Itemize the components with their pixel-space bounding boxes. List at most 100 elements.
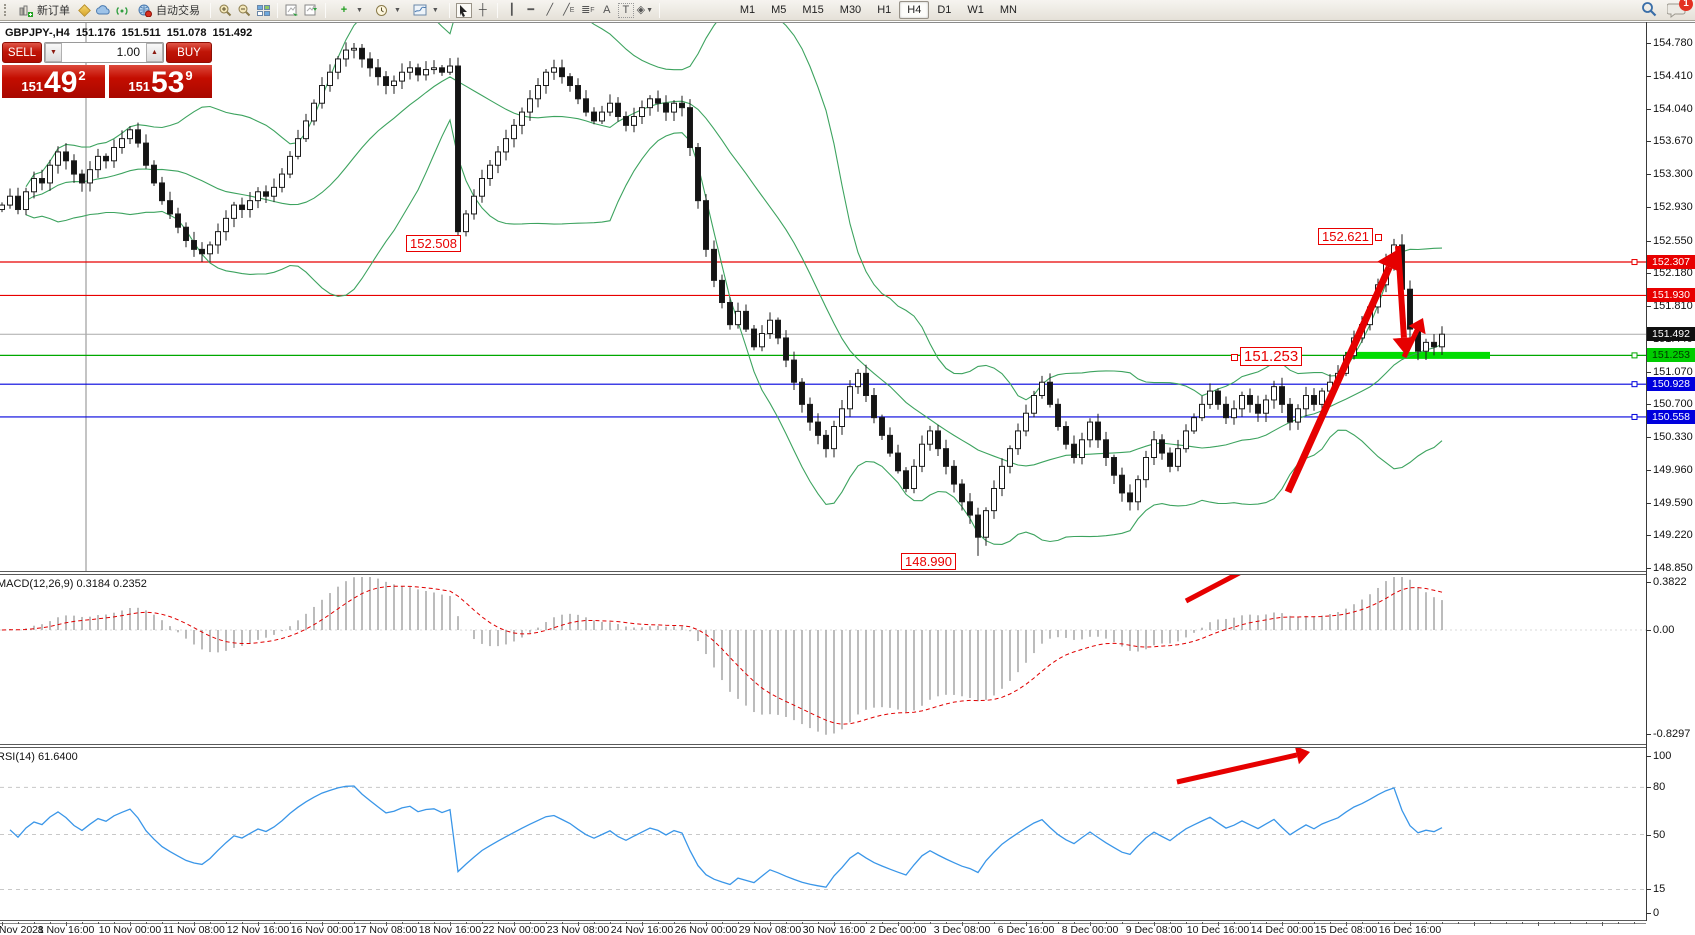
auto-scroll-icon[interactable] (284, 3, 300, 18)
new-order-button[interactable]: 新订单 (14, 1, 74, 19)
price-tick (1646, 437, 1651, 439)
sell-price-display[interactable]: 151 49 2 (2, 65, 105, 98)
volume-increase-button[interactable]: ▲ (146, 43, 163, 62)
time-axis-label: 3 Dec 08:00 (933, 924, 991, 935)
chart-template-button[interactable]: ▼ (408, 2, 443, 19)
time-axis-label: 26 Nov 00:00 (674, 924, 738, 935)
trend-arrow-up-small[interactable] (1401, 329, 1420, 359)
channel-tool-icon[interactable]: ≣ F (581, 3, 595, 16)
trend-arrow-rsi[interactable] (1176, 752, 1298, 785)
timeframe-button-d1[interactable]: D1 (937, 4, 952, 16)
time-axis-label: 18 Nov 16:00 (418, 924, 482, 935)
period-clock-button[interactable]: ▼ (370, 2, 405, 19)
sell-button[interactable]: SELL (2, 42, 42, 63)
chart-area: GBPJPY-,H4 151.176 151.511 151.078 151.492 M… (0, 22, 1695, 935)
dropdown-arrow-icon: ▼ (431, 6, 439, 14)
macd-panel-separator[interactable] (0, 571, 1646, 572)
zoom-in-icon[interactable] (217, 3, 233, 18)
tile-windows-icon[interactable] (255, 3, 271, 18)
price-tick-label: 149.220 (1653, 529, 1693, 542)
rsi-panel-separator[interactable] (0, 744, 1646, 745)
dropdown-arrow-icon: ▼ (393, 6, 401, 14)
text-tool-icon[interactable]: A (603, 3, 611, 16)
price-tick-label: 154.410 (1653, 69, 1693, 82)
toolbar-grip (4, 4, 9, 16)
rsi-axis-label: 80 (1653, 781, 1666, 794)
time-axis-label: 15 Dec 08:00 (1314, 924, 1378, 935)
time-axis-label: 8 Nov 16:00 (37, 924, 95, 935)
trendline-tool-icon[interactable]: ╱ (546, 3, 554, 16)
timeframe-button-m5[interactable]: M5 (771, 4, 787, 16)
time-axis-label: 29 Nov 08:00 (738, 924, 802, 935)
timeframe-button-m15[interactable]: M15 (802, 4, 824, 16)
signal-icon[interactable] (114, 3, 130, 18)
volume-input[interactable]: 1.00 (116, 45, 140, 59)
crosshair-tool-icon[interactable]: ┼ (478, 3, 487, 16)
price-tick-label: 151.810 (1653, 300, 1693, 313)
price-chart-canvas (0, 23, 1646, 890)
new-order-icon (18, 3, 34, 18)
price-tick (1646, 141, 1651, 143)
price-label-152508[interactable]: 152.508 (406, 235, 461, 252)
price-tick (1646, 469, 1651, 471)
horizontal-line-tool-icon[interactable]: ━ (527, 3, 535, 16)
timeframe-button-h4[interactable]: H4 (899, 1, 930, 19)
price-tick-label: 149.590 (1653, 496, 1693, 509)
chart-shift-icon[interactable] (303, 3, 319, 18)
shapes-tool-icon[interactable]: ◈ ▼ (636, 3, 654, 16)
cursor-tool-icon[interactable] (455, 2, 472, 18)
price-label-148990[interactable]: 148.990 (901, 553, 956, 570)
buy-button[interactable]: BUY (166, 42, 212, 63)
rsi-axis-label: 0 (1653, 907, 1660, 919)
price-tick (1646, 371, 1651, 373)
buy-price-display[interactable]: 151 53 9 (109, 65, 212, 98)
trend-arrow-macd[interactable] (1184, 546, 1290, 604)
add-indicator-button[interactable]: + ▼ (332, 2, 367, 19)
price-tick-label: 148.850 (1653, 562, 1693, 575)
time-axis-label: 16 Nov 00:00 (290, 924, 354, 935)
price-tick (1646, 568, 1651, 570)
notifications-chat-icon[interactable]: 1 (1666, 0, 1693, 18)
gold-icon[interactable] (78, 3, 91, 17)
trend-arrow-down-main[interactable] (1395, 245, 1407, 339)
toolbar-separator (277, 2, 278, 18)
auto-trading-button[interactable]: 自动交易 (133, 1, 204, 19)
fibonacci-tool-icon[interactable]: ╱ E (563, 3, 575, 16)
timeframe-button-mn[interactable]: MN (999, 4, 1017, 16)
template-icon (412, 3, 428, 18)
price-tick-label: 150.330 (1653, 431, 1693, 444)
volume-decrease-button[interactable]: ▼ (45, 43, 62, 62)
vertical-line-tool-icon[interactable]: ┃ (508, 3, 516, 16)
toolbar-separator (448, 2, 450, 18)
price-badge-151930: 151.930 (1647, 288, 1695, 303)
volume-stepper: ▼ 1.00 ▲ (44, 42, 164, 63)
zoom-out-icon[interactable] (236, 3, 252, 18)
timeframe-button-h1[interactable]: H1 (877, 4, 892, 16)
cloud-icon[interactable] (95, 3, 111, 18)
rsi-panel-separator2 (0, 746, 1646, 748)
trend-arrow-up-main[interactable] (1284, 265, 1393, 494)
timeframe-button-w1[interactable]: W1 (967, 4, 984, 16)
clock-icon (374, 3, 390, 18)
search-icon[interactable] (1641, 1, 1657, 20)
time-axis-label: 8 Dec 00:00 (1061, 924, 1119, 935)
time-axis-label: 11 Nov 08:00 (163, 924, 225, 935)
price-tick-label: 154.780 (1653, 37, 1693, 49)
time-axis-label: 14 Dec 00:00 (1250, 924, 1314, 935)
timeframe-button-m1[interactable]: M1 (739, 4, 756, 16)
time-axis-label: 17 Nov 08:00 (354, 924, 418, 935)
macd-panel-separator2 (0, 573, 1646, 575)
price-label-151253[interactable]: 151.253 (1230, 347, 1303, 366)
price-axis-line[interactable] (1646, 22, 1647, 921)
price-tick-label: 152.930 (1653, 200, 1693, 213)
time-axis-label: 24 Nov 16:00 (610, 924, 674, 935)
text-label-tool-icon[interactable]: T (617, 2, 634, 18)
toolbar-separator (325, 2, 326, 18)
price-tick-label: 152.550 (1653, 234, 1693, 247)
timeframe-button-m30[interactable]: M30 (839, 4, 862, 16)
toolbar-separator (658, 2, 660, 18)
price-label-152621[interactable]: 152.621 (1318, 228, 1382, 245)
time-axis-label: 23 Nov 08:00 (546, 924, 610, 935)
auto-trading-label: 自动交易 (156, 5, 200, 17)
